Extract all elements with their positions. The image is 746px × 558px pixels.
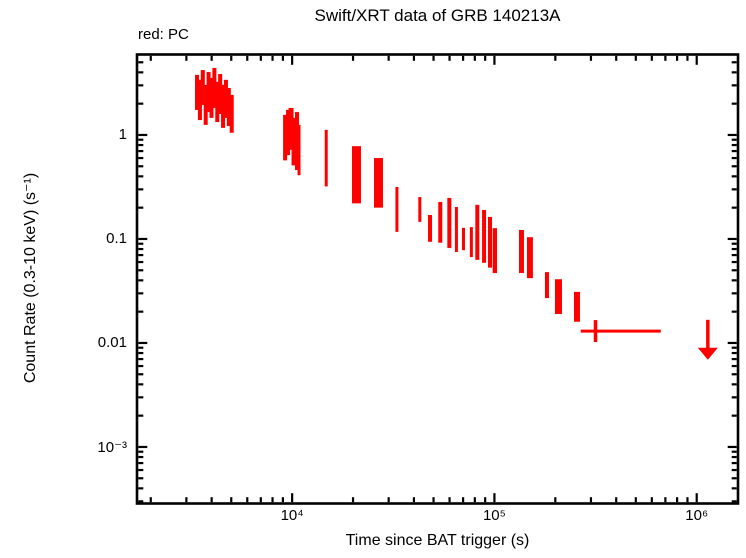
x-tick-label: 10⁴	[280, 507, 304, 524]
error-bar	[200, 70, 205, 106]
y-tick-label: 10⁻³	[97, 438, 127, 456]
error-bar	[454, 206, 458, 252]
error-bar	[283, 114, 288, 161]
error-bar	[218, 73, 223, 115]
error-bar	[286, 109, 291, 156]
error-bar	[438, 201, 443, 243]
error-bar	[461, 227, 465, 251]
y-axis-label: Count Rate (0.3-10 keV) (s⁻¹)	[22, 172, 39, 384]
error-bar	[288, 107, 294, 150]
error-bar	[573, 291, 580, 322]
error-bar	[492, 228, 498, 274]
error-bar	[351, 146, 361, 204]
y-tick-label: 0.01	[97, 333, 127, 351]
error-bar	[469, 227, 473, 258]
error-bar	[215, 81, 220, 123]
error-bar	[226, 87, 231, 126]
error-bar	[223, 79, 228, 118]
chart-title: Swift/XRT data of GRB 140213A	[314, 6, 561, 25]
x-tick-label: 10⁶	[685, 507, 709, 524]
cross-point-hbar	[580, 329, 661, 333]
error-bar	[229, 94, 234, 133]
error-bar	[482, 209, 487, 263]
x-axis-label: Time since BAT trigger (s)	[345, 532, 530, 549]
error-bar	[374, 158, 383, 208]
upper-limit-arrow-head	[697, 347, 718, 360]
error-bar	[295, 112, 300, 171]
x-tick-label: 10⁵	[482, 507, 506, 524]
error-bar	[324, 129, 328, 187]
error-bar	[518, 229, 524, 274]
upper-limit-arrow-shaft	[706, 319, 710, 354]
error-bar	[221, 84, 226, 128]
error-bar	[195, 74, 200, 110]
error-bar	[447, 197, 452, 248]
error-bar	[554, 279, 562, 314]
error-bar	[197, 79, 202, 121]
mode-legend-pc: red: PC	[138, 26, 189, 43]
error-bar	[487, 216, 493, 268]
error-bar	[395, 187, 399, 232]
y-tick-label: 1	[118, 125, 127, 143]
error-bar	[428, 215, 433, 242]
error-bar	[212, 67, 217, 108]
cross-point-vbar	[593, 320, 598, 343]
error-bar	[206, 72, 211, 113]
error-bar	[526, 237, 533, 279]
error-bar	[291, 117, 297, 166]
error-bar	[209, 77, 214, 118]
error-bar	[297, 124, 301, 176]
error-bar	[418, 197, 422, 222]
error-bar	[475, 204, 480, 260]
error-bar	[544, 272, 549, 299]
error-bar	[203, 84, 208, 125]
y-tick-label: 0.1	[106, 229, 127, 247]
plot-frame	[135, 53, 740, 505]
